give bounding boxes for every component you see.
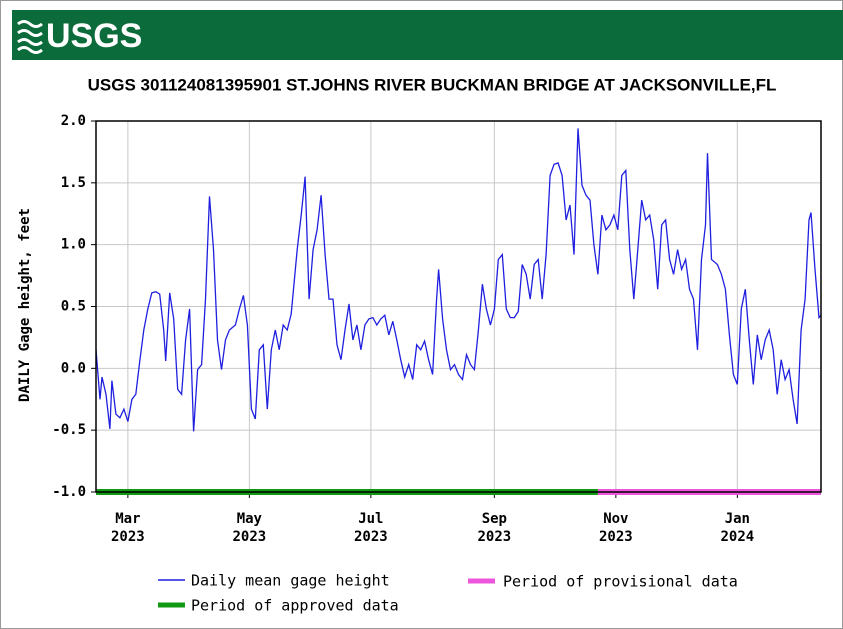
legend-label: Daily mean gage height (191, 572, 390, 590)
x-tick-sublabel: 2023 (111, 529, 145, 545)
x-tick-sublabel: 2024 (720, 529, 754, 545)
y-tick-label: 1.5 (61, 175, 86, 191)
y-tick-label: 0.5 (61, 299, 86, 315)
y-tick-label: 1.0 (61, 237, 86, 253)
logo-icon (17, 20, 43, 54)
x-tick-label: May (237, 511, 263, 527)
data-line (95, 128, 822, 432)
plot-border (95, 120, 822, 493)
y-tick-label: -0.5 (52, 422, 86, 438)
x-tick-label: Jan (725, 511, 750, 527)
y-tick-label: -1.0 (52, 484, 86, 500)
y-tick-label: 0.0 (61, 360, 86, 376)
x-tick-label: Mar (115, 511, 140, 527)
x-tick-label: Nov (603, 511, 628, 527)
x-tick-label: Sep (482, 511, 507, 527)
y-tick-label: 2.0 (61, 113, 86, 129)
chart-title: USGS 301124081395901 ST.JOHNS RIVER BUCK… (88, 75, 777, 94)
x-tick-sublabel: 2023 (477, 529, 511, 545)
x-tick-sublabel: 2023 (233, 529, 267, 545)
legend-label: Period of approved data (191, 597, 399, 615)
y-axis-label: DAILY Gage height, feet (17, 208, 33, 402)
legend-label: Period of provisional data (503, 573, 738, 591)
x-tick-sublabel: 2023 (354, 529, 388, 545)
logo-text: USGS (46, 17, 142, 55)
header-band (12, 10, 843, 60)
x-tick-label: Jul (358, 511, 383, 527)
x-tick-sublabel: 2023 (599, 529, 633, 545)
